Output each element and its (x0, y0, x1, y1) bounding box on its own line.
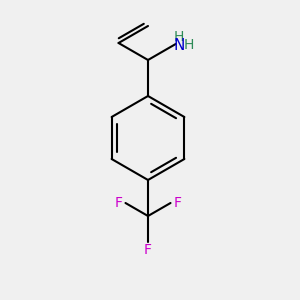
Text: N: N (173, 38, 184, 52)
Text: F: F (173, 196, 181, 210)
Text: F: F (144, 243, 152, 257)
Text: H: H (184, 38, 194, 52)
Text: F: F (115, 196, 122, 210)
Text: H: H (173, 30, 184, 44)
